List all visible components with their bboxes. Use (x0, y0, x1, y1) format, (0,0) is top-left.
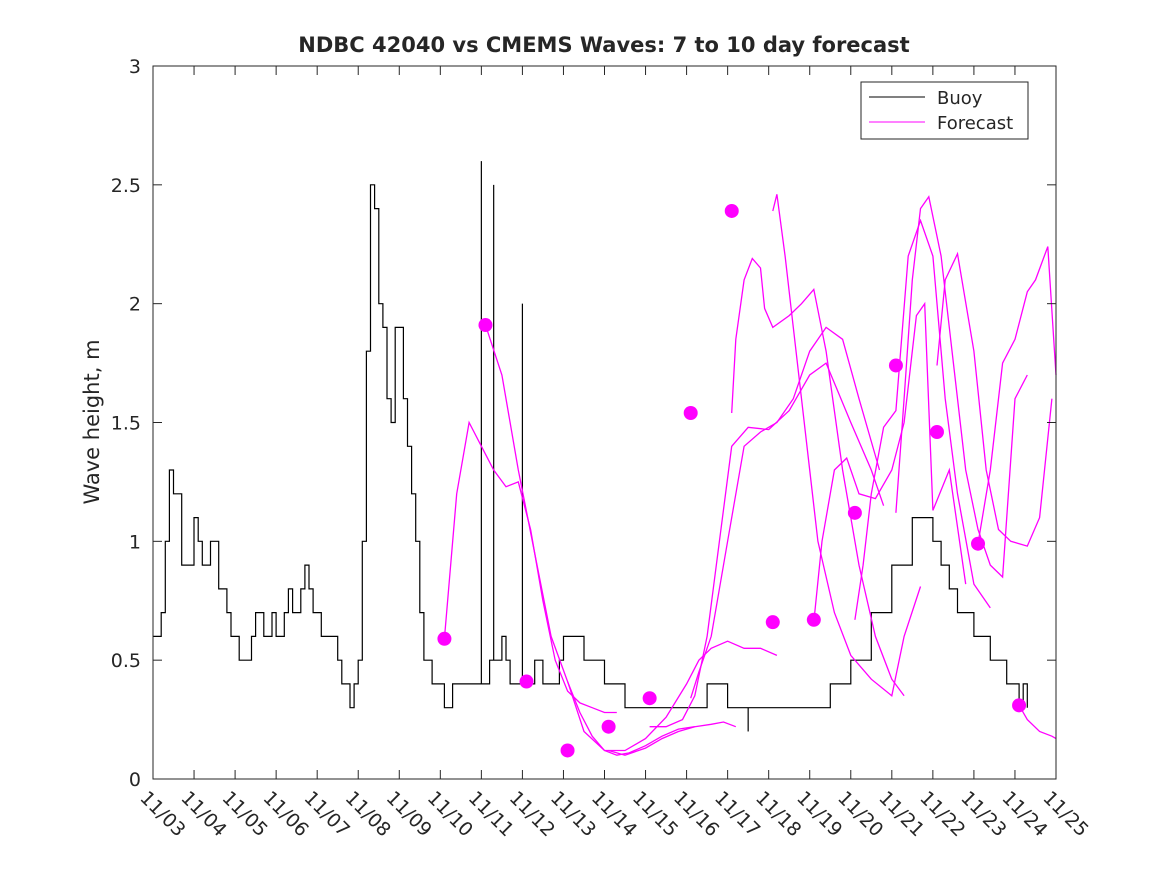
forecast-marker-2 (519, 674, 534, 689)
forecast-marker-7 (724, 203, 739, 218)
forecast-line-11 (936, 251, 1053, 547)
forecast-line-2 (566, 640, 778, 752)
xtick-label-9: 11/12 (505, 787, 559, 841)
forecast-marker-4 (601, 719, 616, 734)
forecast-line-12 (977, 246, 1057, 544)
forecast-line-5 (690, 326, 881, 699)
forecast-line-1 (484, 324, 695, 756)
ytick-label-2: 1 (129, 531, 141, 553)
forecast-marker-0 (437, 631, 452, 646)
xtick-label-4: 11/07 (300, 787, 354, 841)
forecast-line-10 (895, 195, 1028, 579)
xtick-label-3: 11/06 (259, 787, 313, 841)
ytick-label-5: 2.5 (111, 175, 141, 197)
forecast-marker-12 (929, 425, 944, 440)
forecast-marker-3 (560, 743, 575, 758)
xtick-label-10: 11/13 (546, 787, 600, 841)
xtick-label-1: 11/04 (177, 787, 231, 841)
ytick-label-6: 3 (129, 56, 141, 78)
forecast-marker-14 (1012, 698, 1027, 713)
forecast-marker-5 (642, 691, 657, 706)
xtick-label-5: 11/08 (341, 787, 395, 841)
forecast-line-7 (772, 194, 922, 697)
forecast-line-13 (1018, 704, 1057, 740)
forecast-marker-10 (847, 505, 862, 520)
ytick-label-3: 1.5 (111, 413, 141, 435)
xtick-label-2: 11/05 (218, 787, 272, 841)
forecast-line-6 (731, 257, 905, 697)
xtick-label-7: 11/10 (423, 787, 477, 841)
xtick-label-6: 11/09 (382, 787, 436, 841)
legend-forecast-label: Forecast (937, 113, 1013, 134)
ytick-label-1: 0.5 (111, 650, 141, 672)
forecast-marker-9 (806, 612, 821, 627)
legend-buoy-label: Buoy (937, 88, 983, 109)
ytick-label-0: 0 (129, 769, 141, 791)
forecast-marker-6 (683, 405, 698, 420)
forecast-line-3 (608, 721, 737, 756)
forecast-line-9 (854, 218, 991, 620)
xtick-label-12: 11/15 (628, 787, 682, 841)
legend: Buoy Forecast (860, 81, 1029, 140)
xtick-label-11: 11/14 (587, 787, 641, 841)
forecast-series (443, 194, 1057, 756)
forecast-marker-11 (888, 358, 903, 373)
xtick-label-13: 11/16 (669, 787, 723, 841)
xtick-label-19: 11/22 (915, 787, 969, 841)
forecast-line-4 (649, 362, 885, 728)
chart-title: NDBC 42040 vs CMEMS Waves: 7 to 10 day f… (298, 33, 909, 57)
xtick-label-16: 11/19 (792, 787, 846, 841)
xtick-label-8: 11/11 (464, 787, 518, 841)
xtick-label-18: 11/21 (874, 787, 928, 841)
xtick-label-20: 11/23 (956, 787, 1010, 841)
legend-box (860, 81, 1029, 140)
forecast-markers (437, 203, 1027, 758)
ytick-label-4: 2 (129, 294, 141, 316)
forecast-line-8 (813, 301, 967, 623)
xtick-label-17: 11/20 (833, 787, 887, 841)
forecast-marker-8 (765, 615, 780, 630)
xtick-label-22: 11/25 (1038, 787, 1092, 841)
forecast-marker-1 (478, 318, 493, 333)
xtick-label-21: 11/24 (997, 787, 1051, 841)
xtick-label-15: 11/18 (751, 787, 805, 841)
xtick-label-0: 11/03 (135, 787, 189, 841)
y-axis-label: Wave height, m (80, 339, 104, 504)
forecast-marker-13 (971, 536, 986, 551)
buoy-line (153, 184, 1028, 709)
y-axis-ticks: 0 0.5 1 1.5 2 2.5 3 (111, 56, 1056, 791)
xtick-label-14: 11/17 (710, 787, 764, 841)
